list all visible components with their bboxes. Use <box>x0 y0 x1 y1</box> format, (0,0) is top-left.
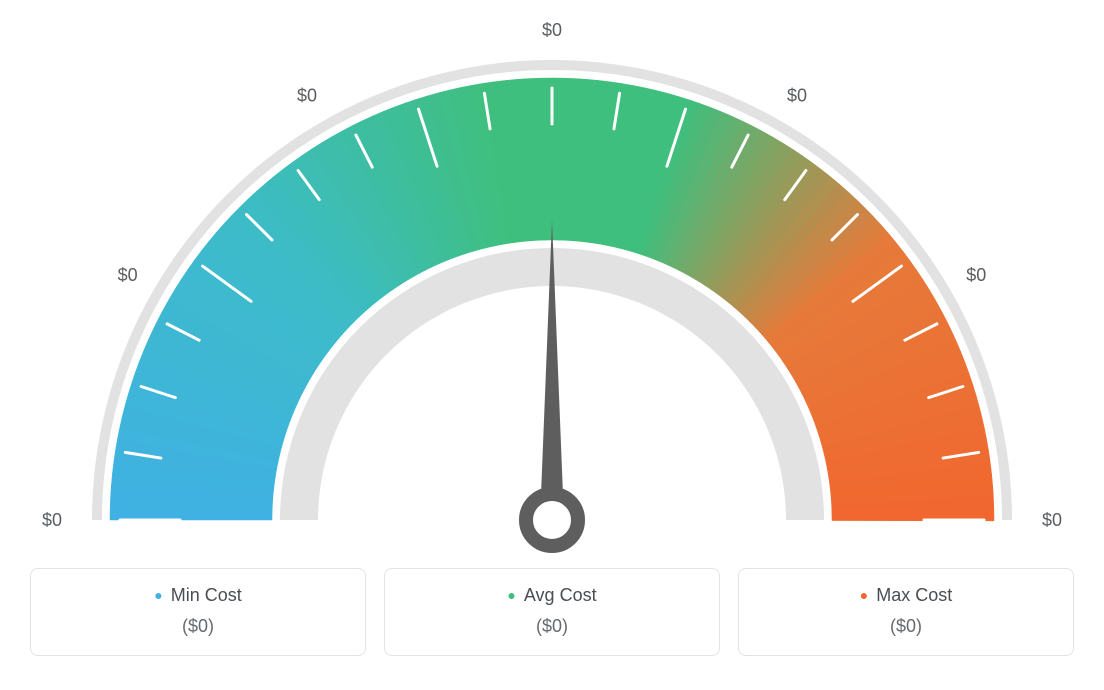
gauge-tick-label: $0 <box>297 86 317 106</box>
gauge-area: $0 $0 $0 $0 $0 $0 $0 <box>30 20 1074 560</box>
legend-row: Min Cost ($0) Avg Cost ($0) Max Cost ($0… <box>30 568 1074 656</box>
gauge-tick-label: $0 <box>1042 510 1062 530</box>
legend-label-avg: Avg Cost <box>397 585 707 606</box>
gauge-tick-label: $0 <box>542 20 562 40</box>
legend-card-min: Min Cost ($0) <box>30 568 366 656</box>
gauge-svg: $0 $0 $0 $0 $0 $0 $0 <box>30 20 1074 560</box>
gauge-chart-container: $0 $0 $0 $0 $0 $0 $0 Min Cost ($0) Avg Cost ($… <box>0 0 1104 690</box>
gauge-tick-label: $0 <box>966 265 986 285</box>
legend-card-max: Max Cost ($0) <box>738 568 1074 656</box>
legend-card-avg: Avg Cost ($0) <box>384 568 720 656</box>
legend-label-max: Max Cost <box>751 585 1061 606</box>
legend-value-min: ($0) <box>43 616 353 637</box>
gauge-tick-label: $0 <box>42 510 62 530</box>
legend-label-min: Min Cost <box>43 585 353 606</box>
legend-value-max: ($0) <box>751 616 1061 637</box>
gauge-tick-label: $0 <box>787 86 807 106</box>
gauge-tick-label: $0 <box>118 265 138 285</box>
gauge-needle-hub <box>526 494 578 546</box>
legend-value-avg: ($0) <box>397 616 707 637</box>
